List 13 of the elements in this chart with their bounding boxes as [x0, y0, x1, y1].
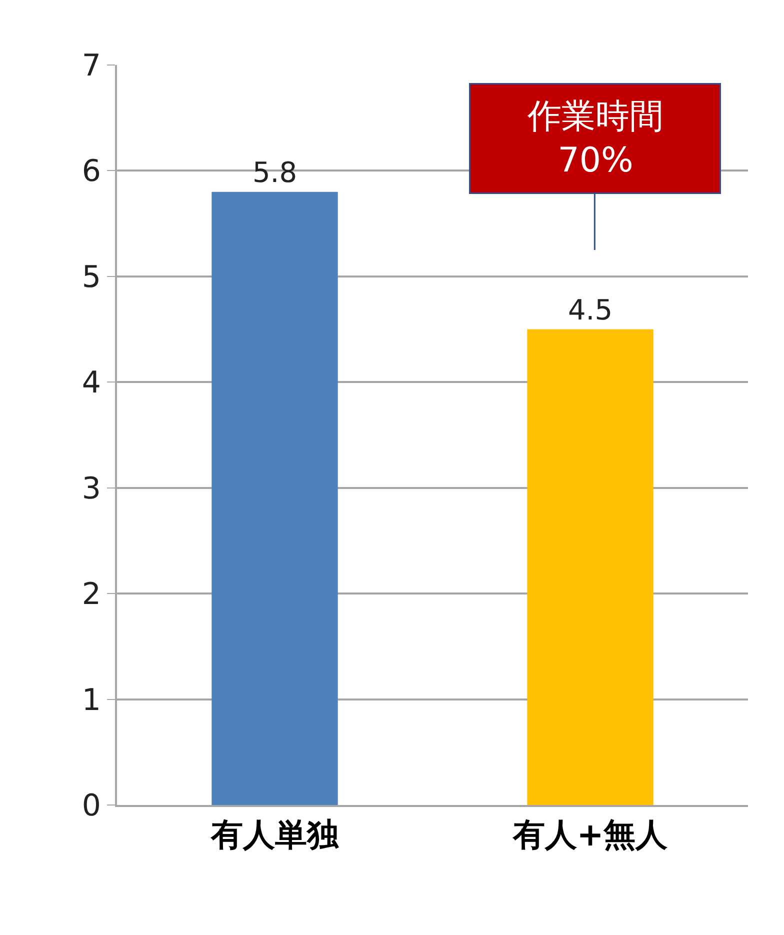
y-tick-label: 4: [82, 366, 101, 401]
y-tick-label: 1: [82, 682, 101, 718]
data-label: 4.5: [568, 293, 613, 326]
y-tick-label: 6: [82, 154, 101, 190]
y-tick-label: 2: [82, 577, 101, 612]
x-tick-label: 有人+無人: [512, 815, 669, 854]
y-tick-label: 3: [82, 471, 101, 506]
y-tick-label: 5: [82, 260, 101, 295]
data-label: 5.8: [252, 156, 298, 189]
x-tick-label: 有人単独: [210, 815, 339, 854]
annotation: 作業時間 70%: [526, 96, 664, 181]
y-tick-label: 7: [82, 48, 101, 84]
y-tick-label: 0: [82, 788, 101, 824]
